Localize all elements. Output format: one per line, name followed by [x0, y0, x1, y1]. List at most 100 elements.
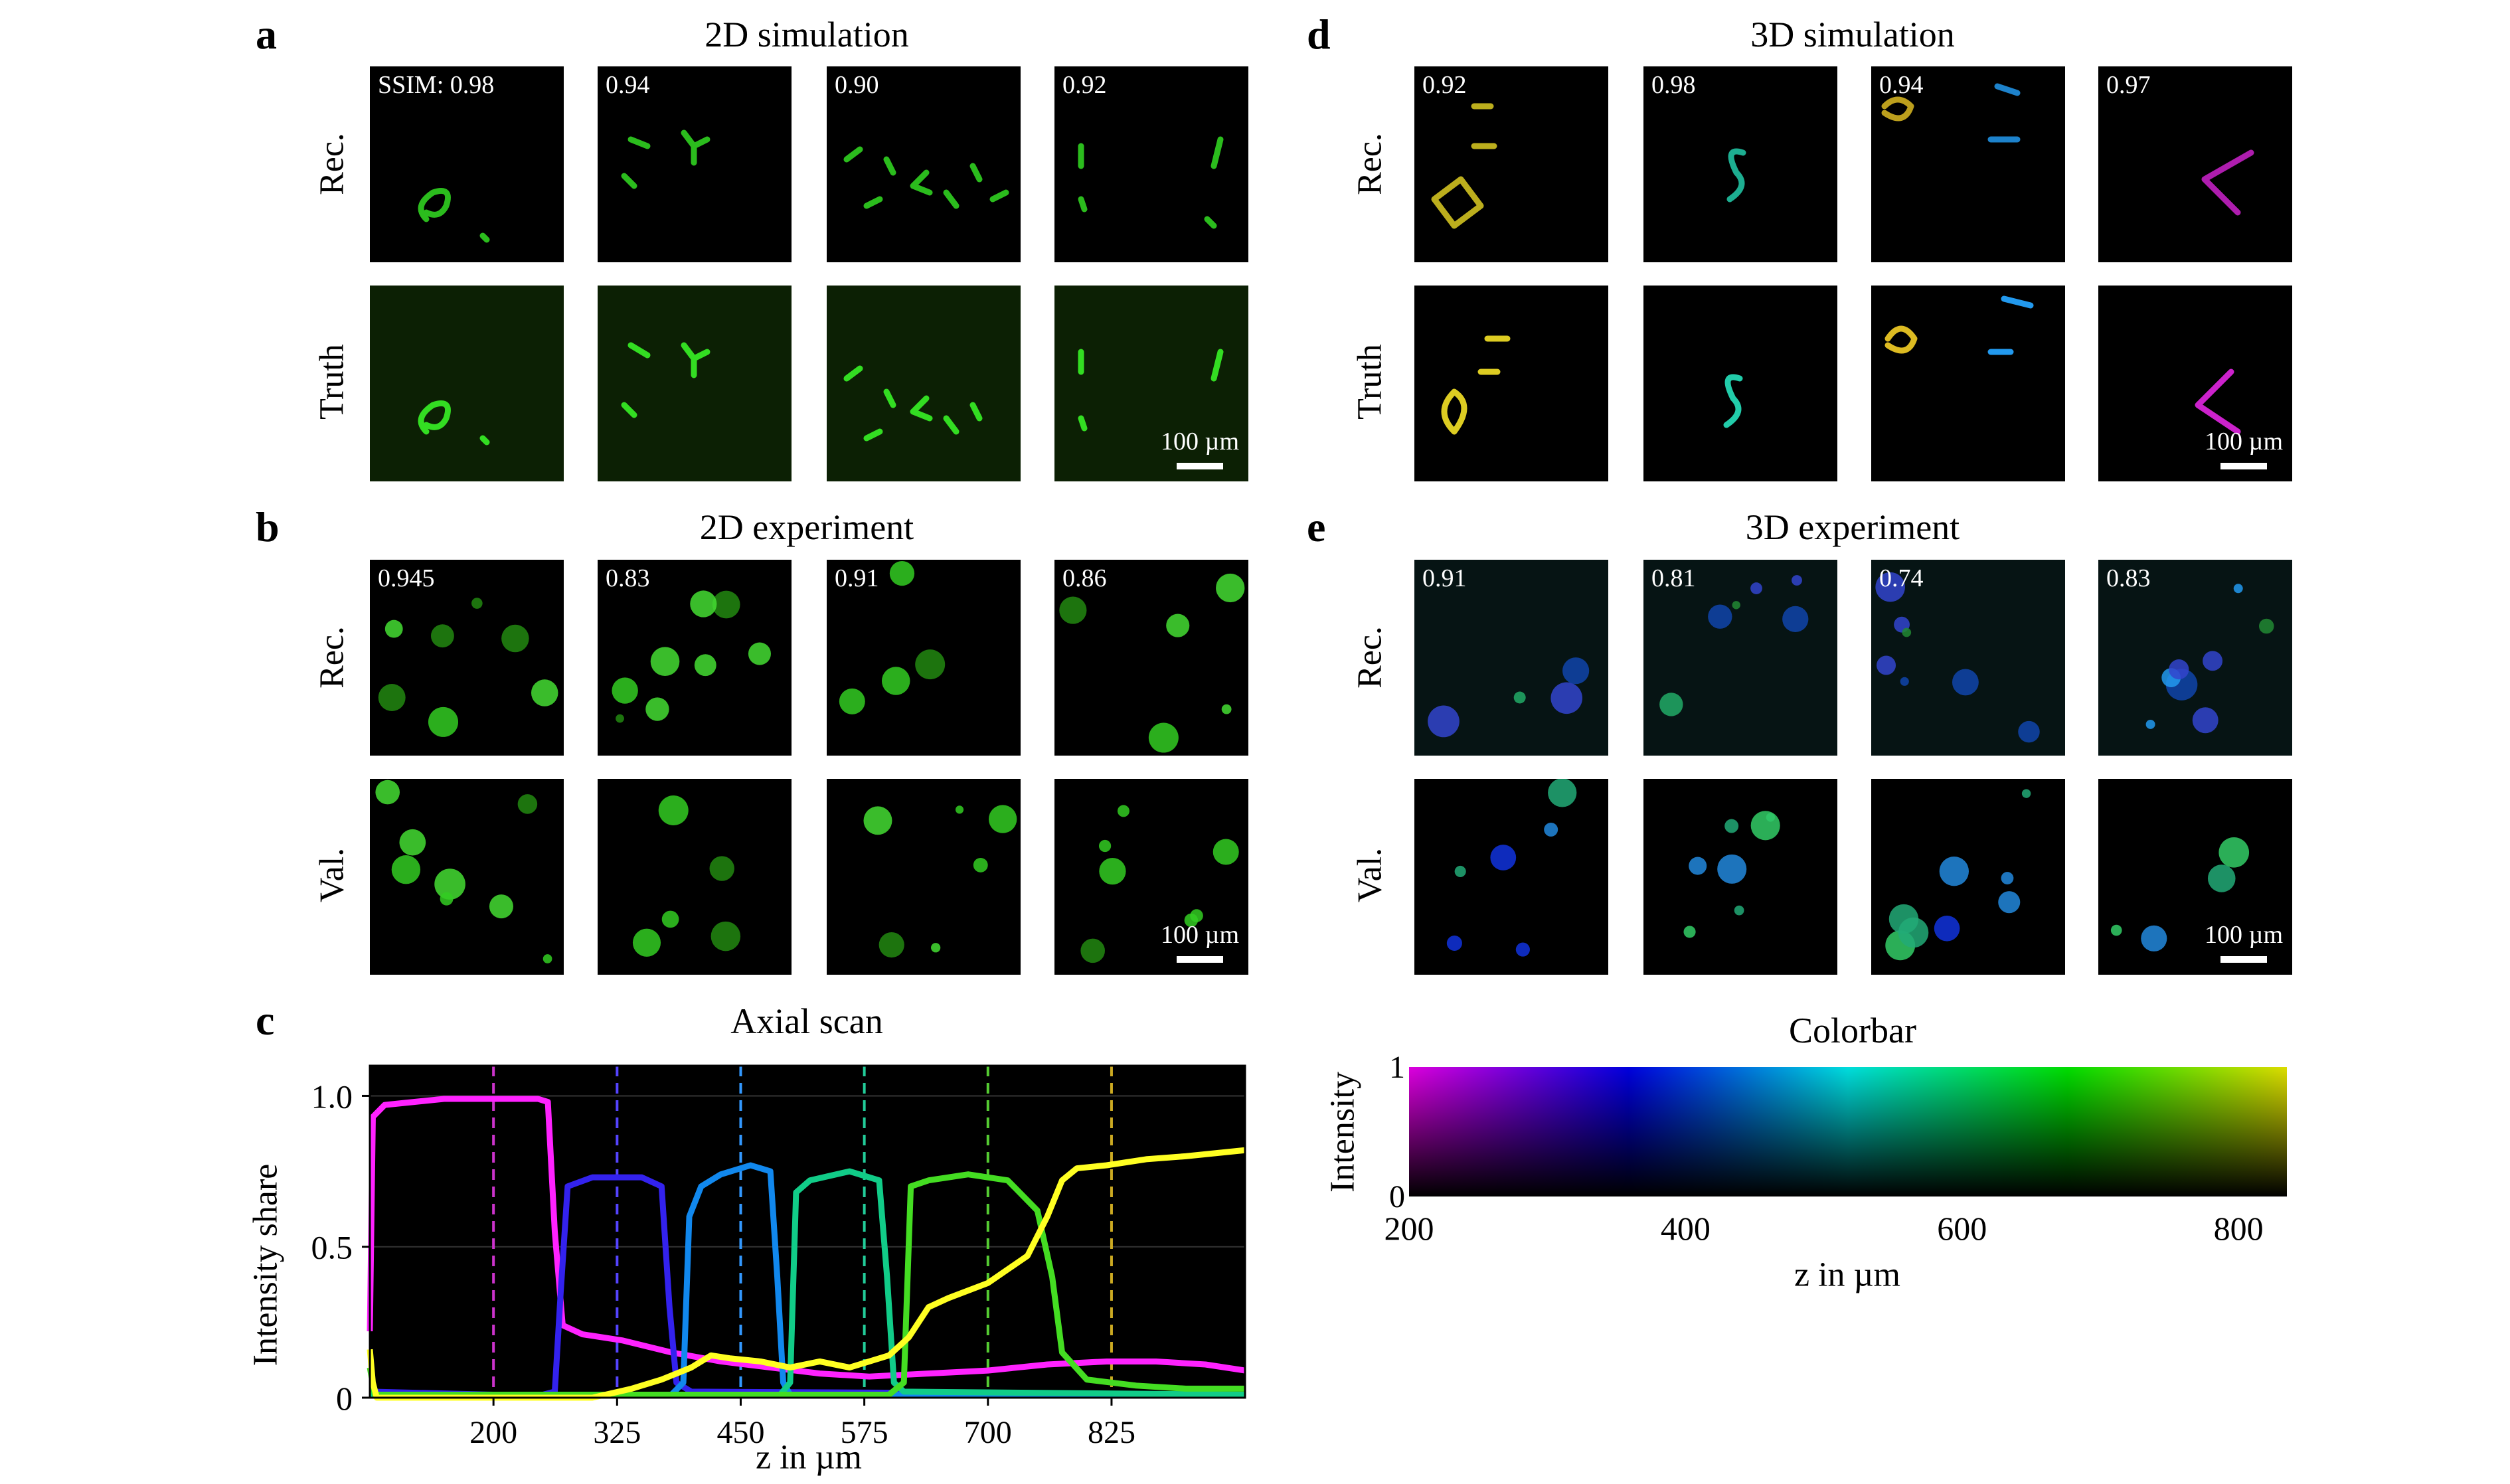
image-tile: SSIM: 0.98 — [370, 66, 564, 262]
signal-blob — [1515, 942, 1530, 957]
structure-trace — [418, 188, 451, 222]
signal-blob — [694, 654, 716, 677]
panel-letter-b: b — [256, 503, 280, 550]
structure-trace — [863, 196, 883, 209]
signal-blob — [690, 590, 717, 618]
signal-blob — [501, 624, 529, 653]
image-tile: 0.83 — [2098, 560, 2292, 756]
structure-trace — [989, 189, 1009, 203]
image-content — [621, 129, 711, 189]
image-content — [612, 590, 771, 723]
image-tile: 0.94 — [598, 66, 792, 262]
image-tile: 0.90 — [827, 66, 1021, 262]
colorbar-intensity-layer — [1409, 1067, 2287, 1196]
signal-blob — [2192, 707, 2218, 734]
structure-trace — [883, 156, 896, 176]
image-content — [378, 598, 558, 737]
signal-blob — [531, 679, 558, 706]
signal-blob — [889, 560, 915, 586]
signal-blob — [650, 647, 680, 676]
ssim-score: 0.94 — [606, 71, 650, 99]
signal-blob — [1446, 935, 1462, 951]
signal-blob — [517, 794, 538, 814]
signal-blob — [428, 706, 459, 737]
panel-title-e: 3D experiment — [1745, 507, 1960, 547]
image-tile — [1643, 779, 1837, 975]
image-content — [598, 286, 792, 481]
image-tile — [1871, 779, 2065, 975]
signal-blob — [399, 829, 426, 856]
signal-blob — [1490, 845, 1517, 870]
signal-blob — [931, 943, 941, 953]
image-tile: 0.74 — [1871, 560, 2065, 756]
signal-blob — [434, 868, 465, 900]
signal-blob — [711, 921, 741, 951]
signal-blob — [1717, 854, 1747, 884]
structure-trace — [943, 189, 960, 209]
image-tile — [370, 286, 564, 481]
signal-blob — [1792, 575, 1802, 586]
ssim-score: 0.92 — [1422, 71, 1467, 99]
image-content — [843, 146, 1009, 209]
image-tile: 0.98 — [1643, 66, 1837, 262]
image-content — [1446, 779, 1577, 957]
series-line — [370, 1162, 1245, 1398]
signal-blob — [1550, 682, 1583, 714]
x-tick-label: 325 — [593, 1415, 641, 1450]
signal-blob — [384, 619, 403, 638]
signal-blob — [1708, 604, 1732, 629]
signal-blob — [1216, 573, 1245, 603]
colorbar-title: Colorbar — [1789, 1011, 1916, 1050]
signal-blob — [2018, 720, 2040, 743]
image-tile — [1643, 286, 1837, 481]
signal-blob — [1166, 614, 1190, 637]
ssim-score: 0.945 — [378, 564, 435, 592]
signal-blob — [988, 805, 1017, 833]
panel-title-b: 2D experiment — [699, 507, 914, 547]
colorbar-gradient — [1409, 1067, 2287, 1196]
signal-blob — [1544, 822, 1558, 837]
image-tile: 100 µm — [2098, 286, 2292, 481]
signal-blob — [712, 590, 740, 619]
image-tile: 0.83 — [598, 560, 792, 756]
ssim-score: 0.86 — [1062, 564, 1107, 592]
image-content — [839, 560, 946, 714]
image-content — [1414, 560, 1608, 756]
signal-blob — [1750, 582, 1762, 594]
image-tile: 0.86 — [1054, 560, 1248, 756]
image-tile — [1871, 286, 2065, 481]
signal-blob — [1428, 705, 1460, 738]
structure-trace — [621, 402, 637, 418]
y-tick-label: 0.5 — [311, 1229, 353, 1266]
image-tile — [598, 286, 792, 481]
signal-blob — [616, 714, 624, 723]
signal-blob — [1724, 819, 1739, 833]
image-tile — [827, 286, 1021, 481]
structure-trace — [479, 435, 490, 446]
scalebar-label: 100 µm — [2205, 921, 2283, 949]
signal-blob — [1875, 572, 1905, 602]
signal-blob — [489, 894, 513, 919]
signal-blob — [1902, 627, 1912, 637]
ssim-score: 0.74 — [1879, 564, 1924, 592]
signal-blob — [955, 805, 964, 814]
x-tick-label: 200 — [469, 1415, 517, 1450]
structure-trace — [418, 400, 451, 435]
structure-trace — [1441, 388, 1467, 435]
structure-trace — [883, 388, 896, 408]
structure-trace — [1211, 136, 1224, 169]
structure-trace — [1884, 325, 1918, 354]
signal-blob — [645, 697, 669, 721]
signal-blob — [879, 932, 904, 958]
signal-blob — [1513, 691, 1526, 704]
image-tile: 0.91 — [1414, 560, 1608, 756]
image-content — [1431, 103, 1497, 229]
signal-blob — [2141, 925, 2167, 951]
ssim-score: 0.90 — [835, 71, 879, 99]
signal-blob — [1683, 926, 1696, 938]
structure-trace — [943, 415, 960, 435]
ssim-score: 0.91 — [835, 564, 879, 592]
signal-blob — [1659, 693, 1683, 716]
scalebar — [1177, 956, 1223, 963]
signal-blob — [1548, 779, 1577, 807]
